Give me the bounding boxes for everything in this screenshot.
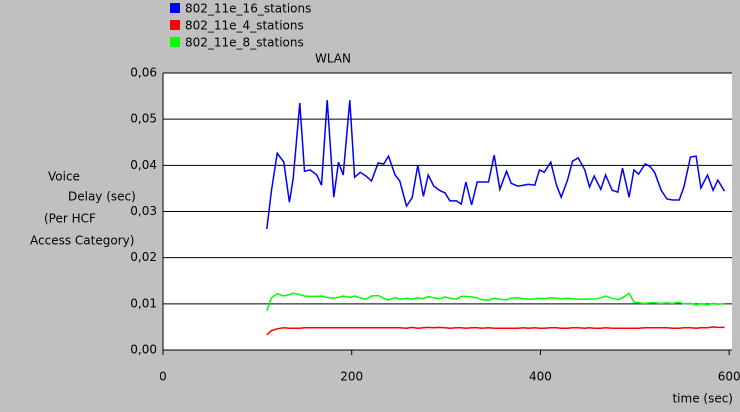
legend-label: 802_11e_8_stations bbox=[185, 36, 304, 50]
x-tick-label: 400 bbox=[529, 370, 552, 384]
x-axis-label: time (sec) bbox=[672, 392, 733, 406]
series-line bbox=[266, 100, 726, 230]
y-tick-label: 0,03 bbox=[130, 204, 157, 218]
x-tick-label: 0 bbox=[159, 370, 167, 384]
legend-label: 802_11e_16_stations bbox=[185, 2, 311, 16]
chart-title: WLAN bbox=[315, 52, 351, 66]
y-axis-label: Access Category) bbox=[30, 234, 134, 248]
x-tick-label: 200 bbox=[340, 370, 363, 384]
legend-swatch bbox=[170, 3, 180, 13]
y-axis-label: Delay (sec) bbox=[68, 190, 136, 204]
y-tick-label: 0,04 bbox=[130, 158, 157, 172]
y-tick-label: 0,01 bbox=[130, 296, 157, 310]
x-tick-label: 600 bbox=[718, 370, 740, 384]
series-line bbox=[266, 326, 725, 336]
y-axis-label: Voice bbox=[48, 170, 80, 184]
series-line bbox=[266, 292, 725, 312]
y-tick-label: 0,02 bbox=[130, 250, 157, 264]
y-tick-label: 0,00 bbox=[130, 343, 157, 357]
y-tick-label: 0,05 bbox=[130, 112, 157, 126]
y-tick-label: 0,06 bbox=[130, 66, 157, 80]
legend-swatch bbox=[170, 37, 180, 47]
legend-swatch bbox=[170, 20, 180, 30]
y-axis-label: (Per HCF bbox=[44, 212, 96, 226]
legend-label: 802_11e_4_stations bbox=[185, 19, 304, 33]
